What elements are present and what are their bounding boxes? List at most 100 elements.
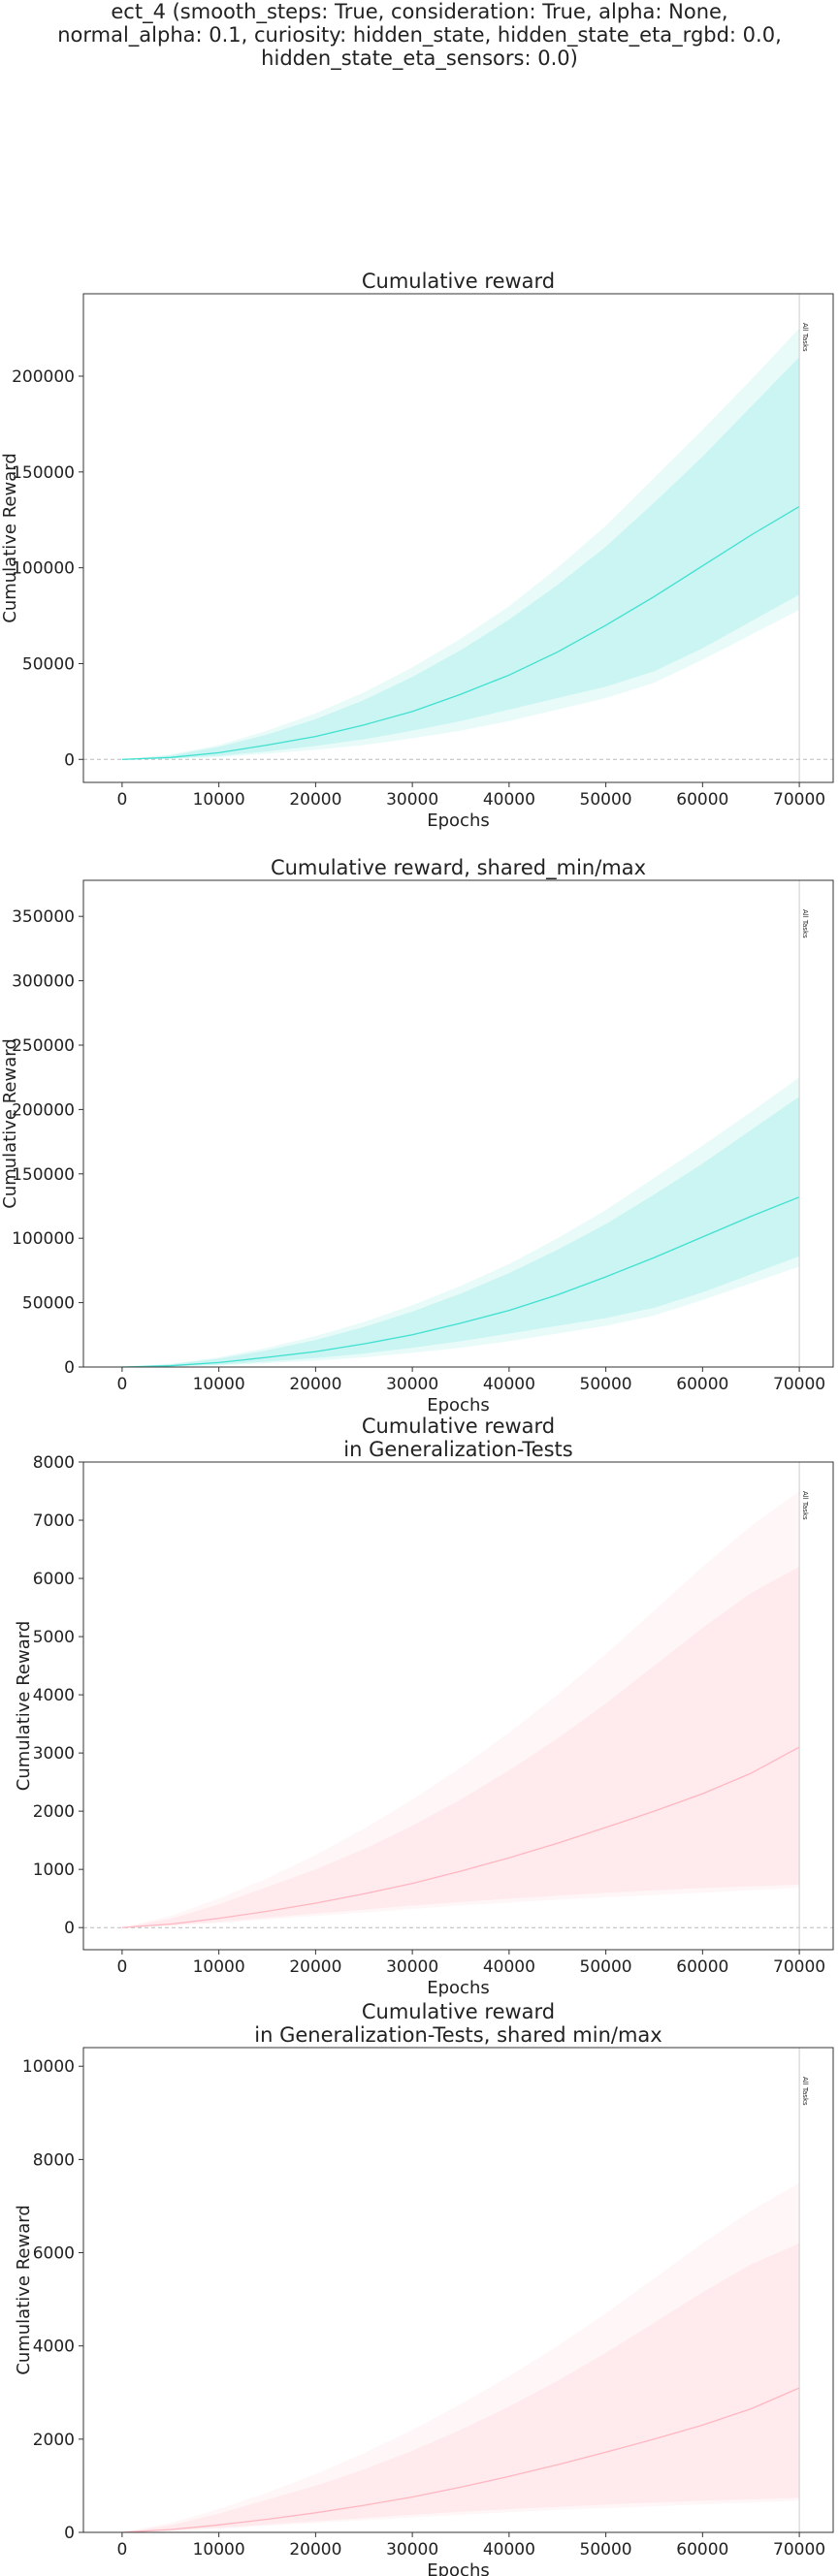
chart-title: in Generalization-Tests, shared min/max <box>254 2023 662 2047</box>
chart-title: Cumulative reward <box>362 270 555 293</box>
mean-line <box>121 1746 800 1928</box>
x-tick-label: 30000 <box>386 1957 438 1977</box>
y-tick-label: 3000 <box>33 1744 75 1764</box>
y-axis-label: Cumulative Reward <box>14 1621 34 1792</box>
x-tick-label: 10000 <box>193 1957 245 1977</box>
x-tick-label: 40000 <box>483 790 535 810</box>
y-tick-label: 5000 <box>33 1628 75 1647</box>
y-tick-label: 4000 <box>33 2337 75 2357</box>
y-tick-label: 6000 <box>33 2244 75 2264</box>
x-tick-label: 0 <box>116 1375 127 1394</box>
min-max-band <box>121 2182 800 2532</box>
y-tick-label: 0 <box>64 2524 75 2543</box>
x-axis-label: Epochs <box>427 811 490 831</box>
y-tick-label: 0 <box>64 750 75 770</box>
x-tick-label: 60000 <box>676 1957 728 1977</box>
y-tick-label: 300000 <box>12 972 75 992</box>
x-tick-label: 30000 <box>386 790 438 810</box>
y-tick-label: 50000 <box>22 1294 75 1314</box>
task-label: All Tasks <box>801 2077 809 2106</box>
y-tick-label: 1000 <box>33 1860 75 1880</box>
y-tick-label: 0 <box>64 1919 75 1938</box>
x-tick-label: 10000 <box>193 790 245 810</box>
task-label: All Tasks <box>801 909 809 938</box>
x-tick-label: 10000 <box>193 1375 245 1394</box>
mean-line <box>121 505 800 760</box>
task-label: All Tasks <box>801 323 809 352</box>
x-axis-label: Epochs <box>427 1395 490 1415</box>
y-tick-label: 150000 <box>12 1165 75 1185</box>
chart-title: Cumulative reward <box>362 1415 555 1438</box>
plot-frame <box>82 1461 834 1951</box>
x-tick-label: 30000 <box>386 1375 438 1394</box>
y-tick-label: 8000 <box>33 1453 75 1473</box>
std-band <box>121 1097 800 1367</box>
x-tick-label: 60000 <box>676 1375 728 1394</box>
chart-2: Cumulative reward, shared_min/max All Tas… <box>0 856 834 1415</box>
y-tick-label: 6000 <box>33 1570 75 1589</box>
y-tick-label: 8000 <box>33 2150 75 2170</box>
x-axis-label: Epochs <box>427 2560 490 2576</box>
y-tick-label: 350000 <box>12 907 75 927</box>
min-max-band <box>121 1491 800 1928</box>
y-tick-label: 7000 <box>33 1511 75 1531</box>
x-tick-label: 50000 <box>580 790 632 810</box>
chart-title: Cumulative reward <box>362 2000 555 2023</box>
figure-suptitle: ect_4 (smooth_steps: True, consideration… <box>0 0 839 70</box>
x-tick-label: 0 <box>116 790 127 810</box>
chart-title: in Generalization-Tests <box>343 1438 572 1461</box>
y-tick-label: 200000 <box>12 1100 75 1120</box>
y-tick-label: 50000 <box>22 654 75 674</box>
x-tick-label: 40000 <box>483 1375 535 1394</box>
min-max-band <box>121 328 800 760</box>
x-axis-label: Epochs <box>427 1978 490 1998</box>
y-tick-label: 100000 <box>12 559 75 579</box>
suptitle-line: ect_4 (smooth_steps: True, consideration… <box>111 0 728 23</box>
x-tick-label: 70000 <box>773 790 825 810</box>
y-tick-label: 250000 <box>12 1036 75 1056</box>
x-tick-label: 60000 <box>676 790 728 810</box>
min-max-band <box>121 1077 800 1367</box>
x-tick-label: 20000 <box>289 1375 341 1394</box>
plot-frame <box>82 879 834 1368</box>
y-axis-label: Cumulative Reward <box>0 1038 20 1209</box>
x-tick-label: 60000 <box>676 2540 728 2560</box>
x-tick-label: 50000 <box>580 2540 632 2560</box>
x-tick-label: 20000 <box>289 790 341 810</box>
std-band <box>121 357 800 760</box>
std-band <box>121 1567 800 1928</box>
y-tick-label: 2000 <box>33 2431 75 2450</box>
mean-line <box>121 2387 800 2533</box>
suptitle-line: hidden_state_eta_sensors: 0.0) <box>261 47 578 70</box>
x-tick-label: 70000 <box>773 1375 825 1394</box>
x-tick-label: 40000 <box>483 2540 535 2560</box>
x-tick-label: 40000 <box>483 1957 535 1977</box>
x-tick-label: 50000 <box>580 1375 632 1394</box>
x-tick-label: 70000 <box>773 1957 825 1977</box>
y-tick-label: 150000 <box>12 463 75 483</box>
chart-title: Cumulative reward, shared_min/max <box>271 856 646 880</box>
y-axis-label: Cumulative Reward <box>0 453 20 623</box>
x-tick-label: 10000 <box>193 2540 245 2560</box>
y-tick-label: 200000 <box>12 367 75 387</box>
y-tick-label: 0 <box>64 1358 75 1378</box>
y-tick-label: 2000 <box>33 1802 75 1822</box>
std-band <box>121 2242 800 2532</box>
y-tick-label: 10000 <box>22 2057 75 2077</box>
x-tick-label: 0 <box>116 1957 127 1977</box>
y-tick-label: 100000 <box>12 1229 75 1249</box>
x-tick-label: 0 <box>116 2540 127 2560</box>
plot-frame <box>82 2047 834 2533</box>
x-tick-label: 20000 <box>289 1957 341 1977</box>
y-axis-label: Cumulative Reward <box>14 2205 34 2375</box>
plot-frame <box>82 293 834 783</box>
chart-1: Cumulative reward All Tasks 0 10000 20000 300… <box>0 270 834 831</box>
x-tick-label: 30000 <box>386 2540 438 2560</box>
mean-line <box>121 1196 800 1368</box>
x-tick-label: 50000 <box>580 1957 632 1977</box>
suptitle-line: normal_alpha: 0.1, curiosity: hidden_sta… <box>57 23 782 47</box>
y-tick-label: 4000 <box>33 1686 75 1705</box>
